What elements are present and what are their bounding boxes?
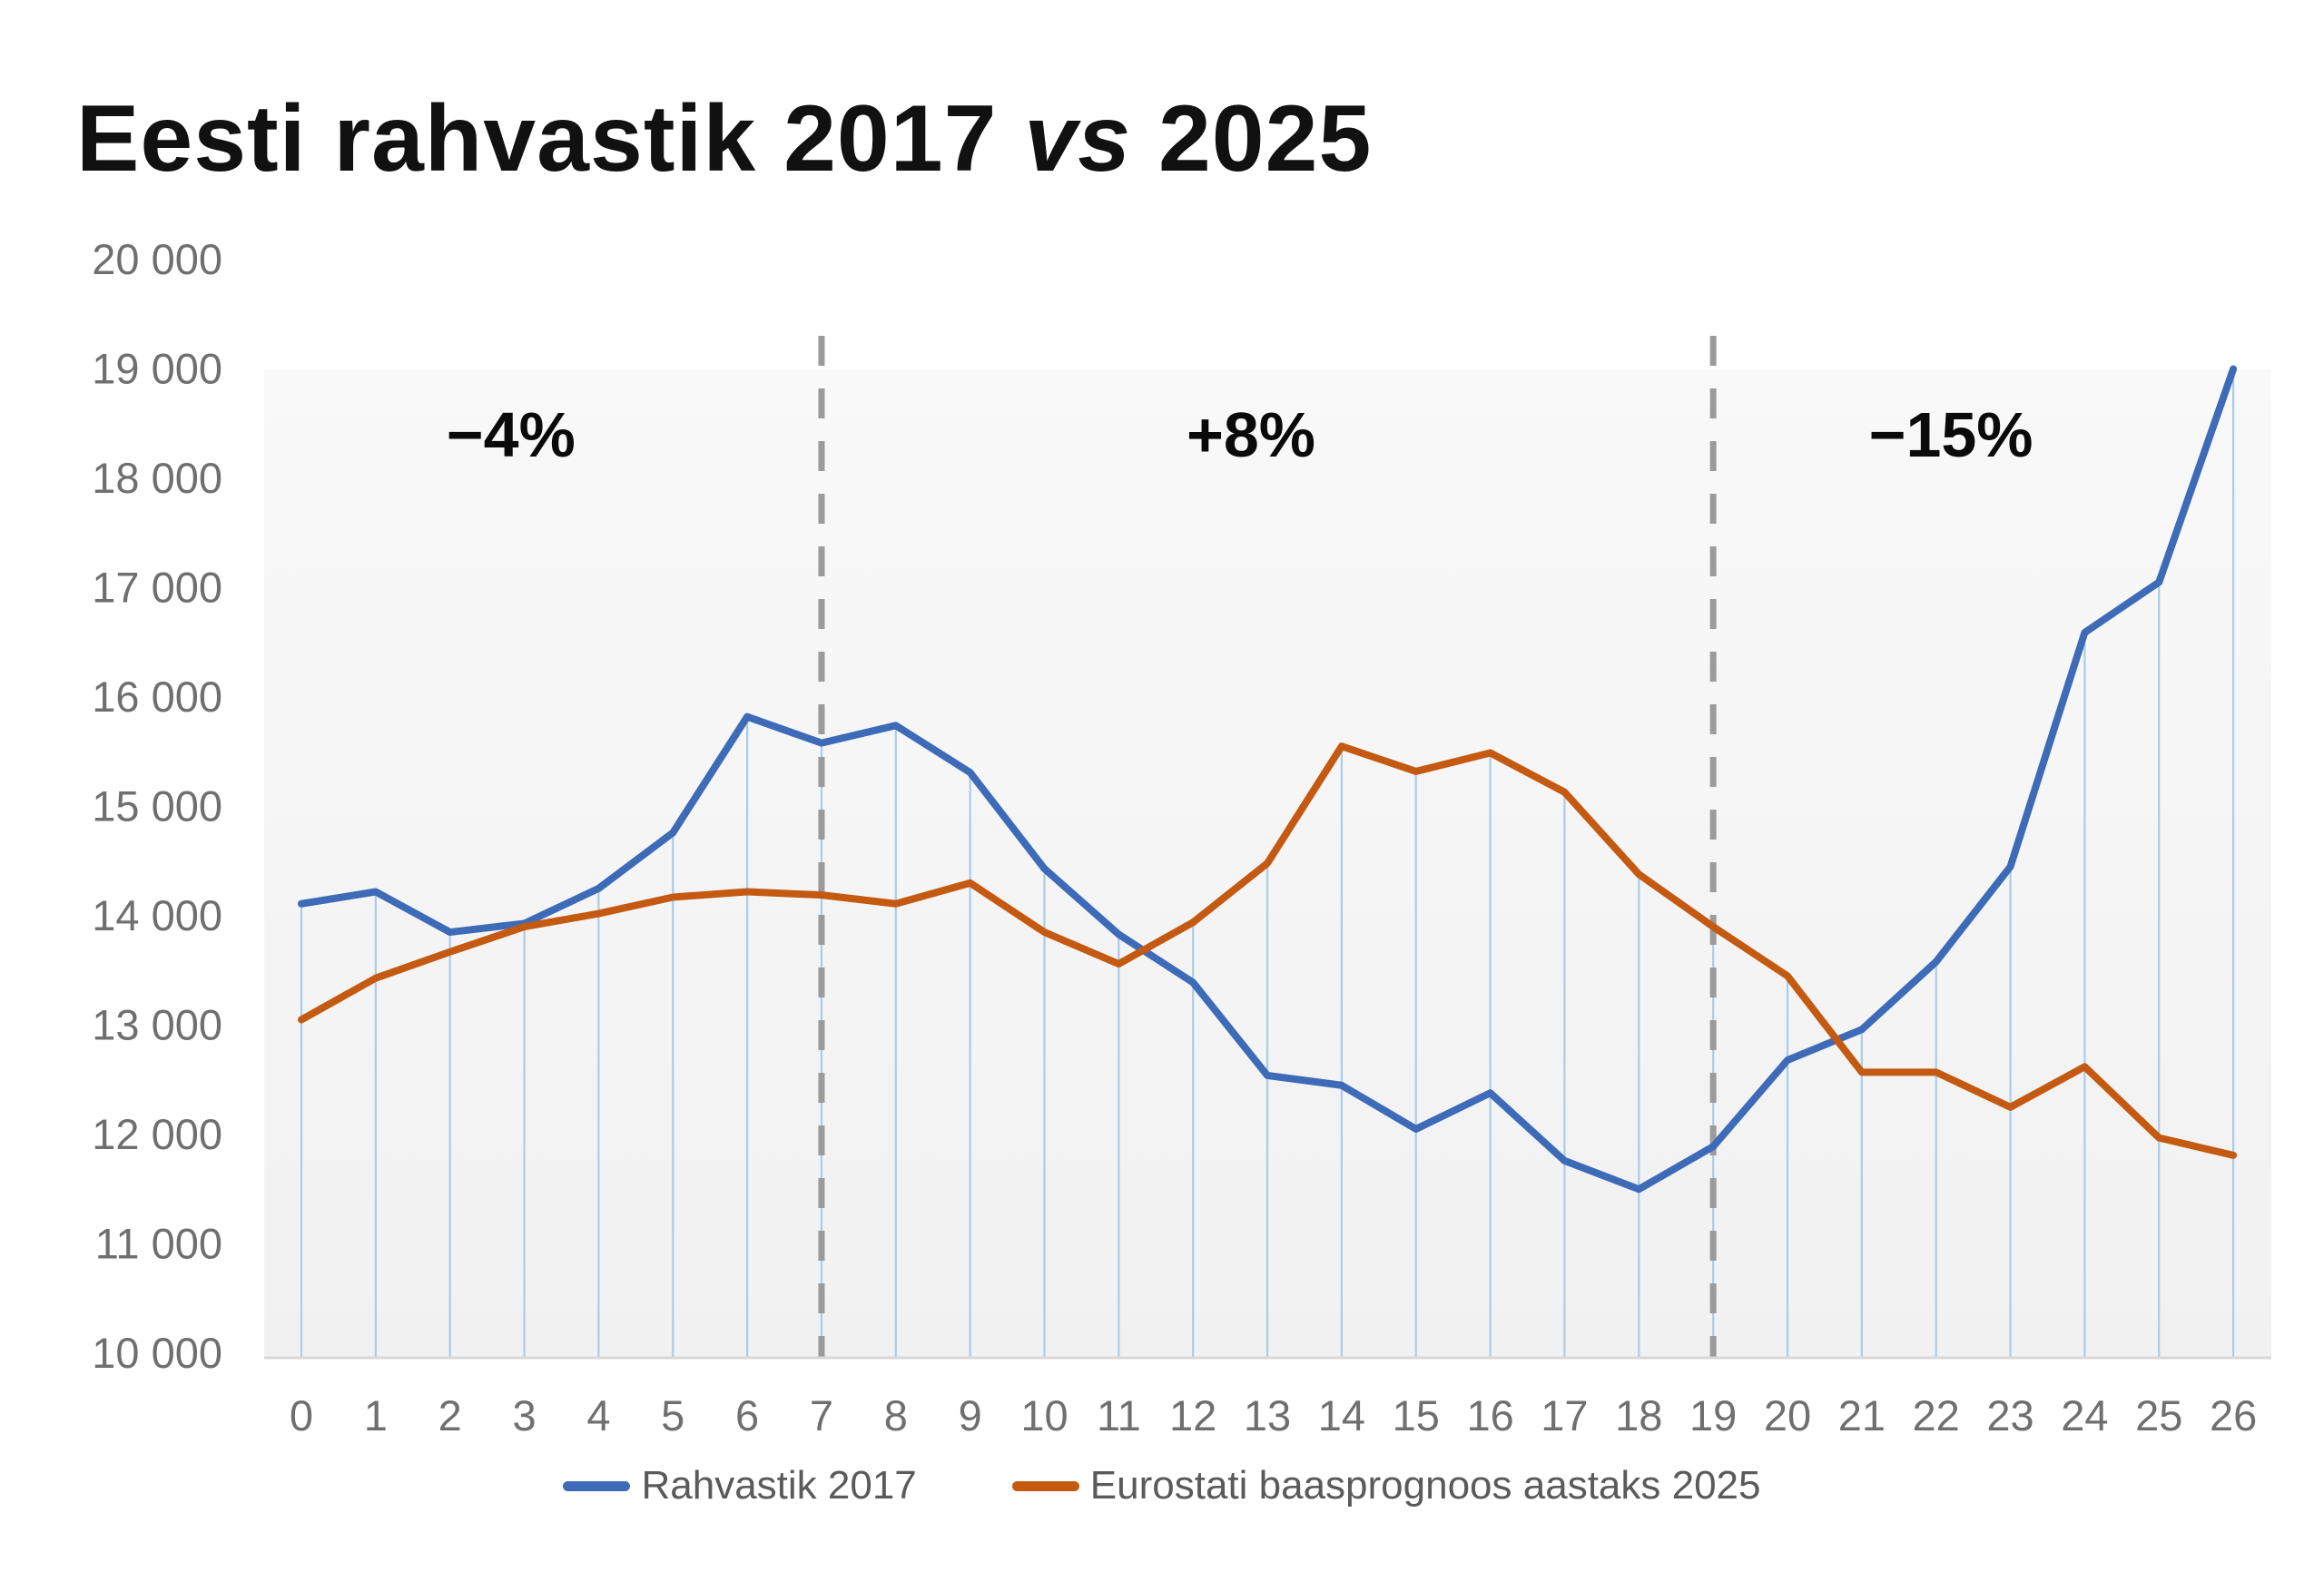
x-axis-tick: 24 [2061, 1391, 2108, 1439]
y-axis-tick: 20 000 [92, 235, 222, 283]
y-axis-tick: 11 000 [95, 1220, 222, 1268]
x-axis-tick: 8 [884, 1391, 908, 1439]
x-axis-tick: 23 [1986, 1391, 2034, 1439]
series-line-2025 [298, 742, 2238, 1159]
x-axis-tick: 20 [1764, 1391, 1811, 1439]
x-axis-tick: 15 [1393, 1391, 1440, 1439]
legend-swatch-2025 [1011, 1480, 1079, 1491]
x-axis-tick: 10 [1020, 1391, 1068, 1439]
x-axis-tick: 17 [1541, 1391, 1588, 1439]
x-axis-tick: 0 [290, 1391, 313, 1439]
x-axis-tick: 12 [1169, 1391, 1216, 1439]
legend-swatch-2017 [563, 1480, 631, 1491]
legend-label-2017: Rahvastik 2017 [641, 1463, 917, 1508]
y-axis-tick: 16 000 [92, 673, 222, 721]
x-axis-tick: 18 [1615, 1391, 1662, 1439]
x-axis-tick: 19 [1689, 1391, 1737, 1439]
x-axis-tick: 9 [959, 1391, 982, 1439]
y-axis-tick: 15 000 [92, 782, 222, 830]
x-axis-tick: 4 [586, 1391, 610, 1439]
x-axis-tick: 13 [1244, 1391, 1291, 1439]
title-suffix: 2025 [1157, 85, 1373, 192]
legend: Rahvastik 2017 Eurostati baasprognoos aa… [0, 1463, 2324, 1508]
annotation-pct: +8% [1187, 399, 1315, 470]
x-axis-tick: 16 [1466, 1391, 1513, 1439]
y-axis-tick: 18 000 [92, 454, 222, 502]
x-axis-tick: 7 [810, 1391, 833, 1439]
page-title: Eesti rahvastik 2017 vs 2025 [76, 85, 1372, 194]
x-axis-tick: 5 [661, 1391, 684, 1439]
legend-item-2017: Rahvastik 2017 [563, 1463, 917, 1508]
x-axis-tick: 3 [512, 1391, 536, 1439]
x-axis-tick: 11 [1097, 1391, 1141, 1439]
y-axis-tick: 19 000 [92, 345, 222, 393]
x-axis-tick: 14 [1318, 1391, 1365, 1439]
series-line-2017 [298, 365, 2238, 1194]
y-axis-tick: 13 000 [92, 1001, 222, 1049]
annotation-pct: −4% [447, 399, 576, 470]
title-vs: vs [1024, 85, 1132, 192]
x-axis-tick: 6 [735, 1391, 759, 1439]
x-axis-tick: 26 [2210, 1391, 2257, 1439]
y-axis-tick: 14 000 [92, 891, 222, 939]
x-axis-tick: 21 [1838, 1391, 1886, 1439]
y-axis-tick: 10 000 [92, 1329, 222, 1377]
annotation-pct: −15% [1869, 399, 2034, 470]
y-axis-tick: 17 000 [92, 564, 222, 612]
y-axis-tick: 12 000 [92, 1110, 222, 1158]
x-axis-tick: 22 [1913, 1391, 1960, 1439]
x-axis-tick: 25 [2135, 1391, 2182, 1439]
x-axis-tick: 2 [438, 1391, 462, 1439]
title-prefix: Eesti rahvastik 2017 [76, 85, 998, 192]
x-axis-tick: 1 [364, 1391, 388, 1439]
legend-label-2025: Eurostati baasprognoos aastaks 2025 [1089, 1463, 1761, 1508]
legend-item-2025: Eurostati baasprognoos aastaks 2025 [1011, 1463, 1761, 1508]
